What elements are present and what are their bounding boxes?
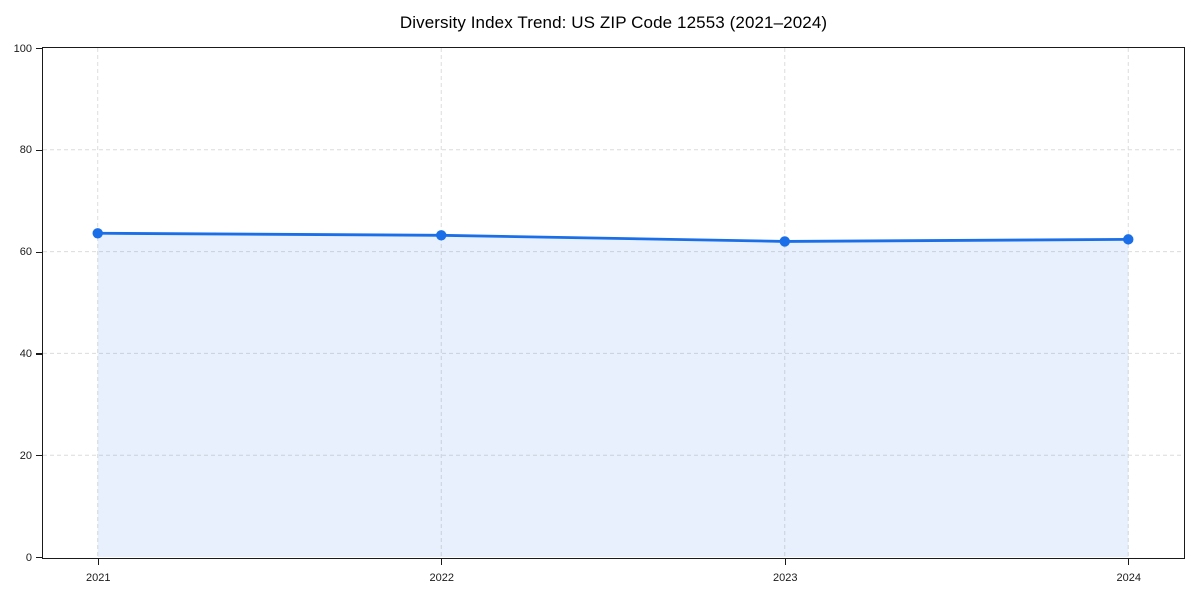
y-tick-label: 100 xyxy=(13,42,32,55)
data-point-marker xyxy=(92,228,103,239)
data-point-marker xyxy=(436,230,447,241)
y-tick-mark xyxy=(36,556,42,559)
x-tick-mark xyxy=(1128,559,1130,565)
y-tick-mark xyxy=(36,353,42,355)
y-tick-label: 40 xyxy=(19,347,32,360)
y-tick-mark xyxy=(36,251,42,253)
data-point-marker xyxy=(1123,234,1134,245)
x-tick-mark xyxy=(441,559,443,565)
data-point-marker xyxy=(779,236,790,247)
y-tick-mark xyxy=(36,455,42,457)
y-tick-label: 80 xyxy=(19,144,32,157)
x-tick-mark xyxy=(97,559,99,565)
y-tick-mark xyxy=(36,149,42,151)
data-point-markers xyxy=(92,228,1134,247)
gridlines xyxy=(43,48,1183,557)
y-tick-label: 60 xyxy=(19,246,32,259)
x-tick-label: 2024 xyxy=(1116,571,1141,584)
x-tick-label: 2023 xyxy=(773,571,798,584)
y-tick-label: 20 xyxy=(19,449,32,462)
x-tick-label: 2021 xyxy=(85,571,111,584)
chart-title: Diversity Index Trend: US ZIP Code 12553… xyxy=(399,13,828,32)
y-tick-mark xyxy=(36,47,42,50)
x-tick-mark xyxy=(784,559,786,565)
trend-line xyxy=(96,231,1130,243)
plot-area xyxy=(42,47,1185,559)
area-fill xyxy=(97,233,1129,557)
chart-canvas xyxy=(43,48,1183,557)
y-tick-label: 0 xyxy=(25,551,32,564)
x-tick-label: 2022 xyxy=(429,571,454,584)
